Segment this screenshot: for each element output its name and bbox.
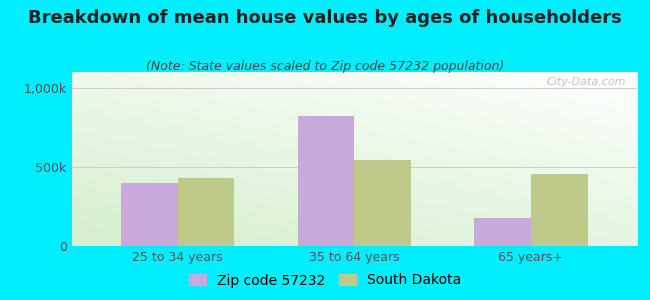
Legend: Zip code 57232, South Dakota: Zip code 57232, South Dakota: [183, 268, 467, 293]
Bar: [354, 160, 411, 246]
Bar: [474, 218, 531, 246]
Text: Breakdown of mean house values by ages of householders: Breakdown of mean house values by ages o…: [28, 9, 622, 27]
Bar: [531, 174, 588, 246]
Text: City-Data.com: City-Data.com: [546, 77, 626, 87]
Text: (Note: State values scaled to Zip code 57232 population): (Note: State values scaled to Zip code 5…: [146, 60, 504, 73]
Bar: [177, 178, 234, 246]
Bar: [298, 116, 354, 246]
Bar: [121, 183, 177, 246]
